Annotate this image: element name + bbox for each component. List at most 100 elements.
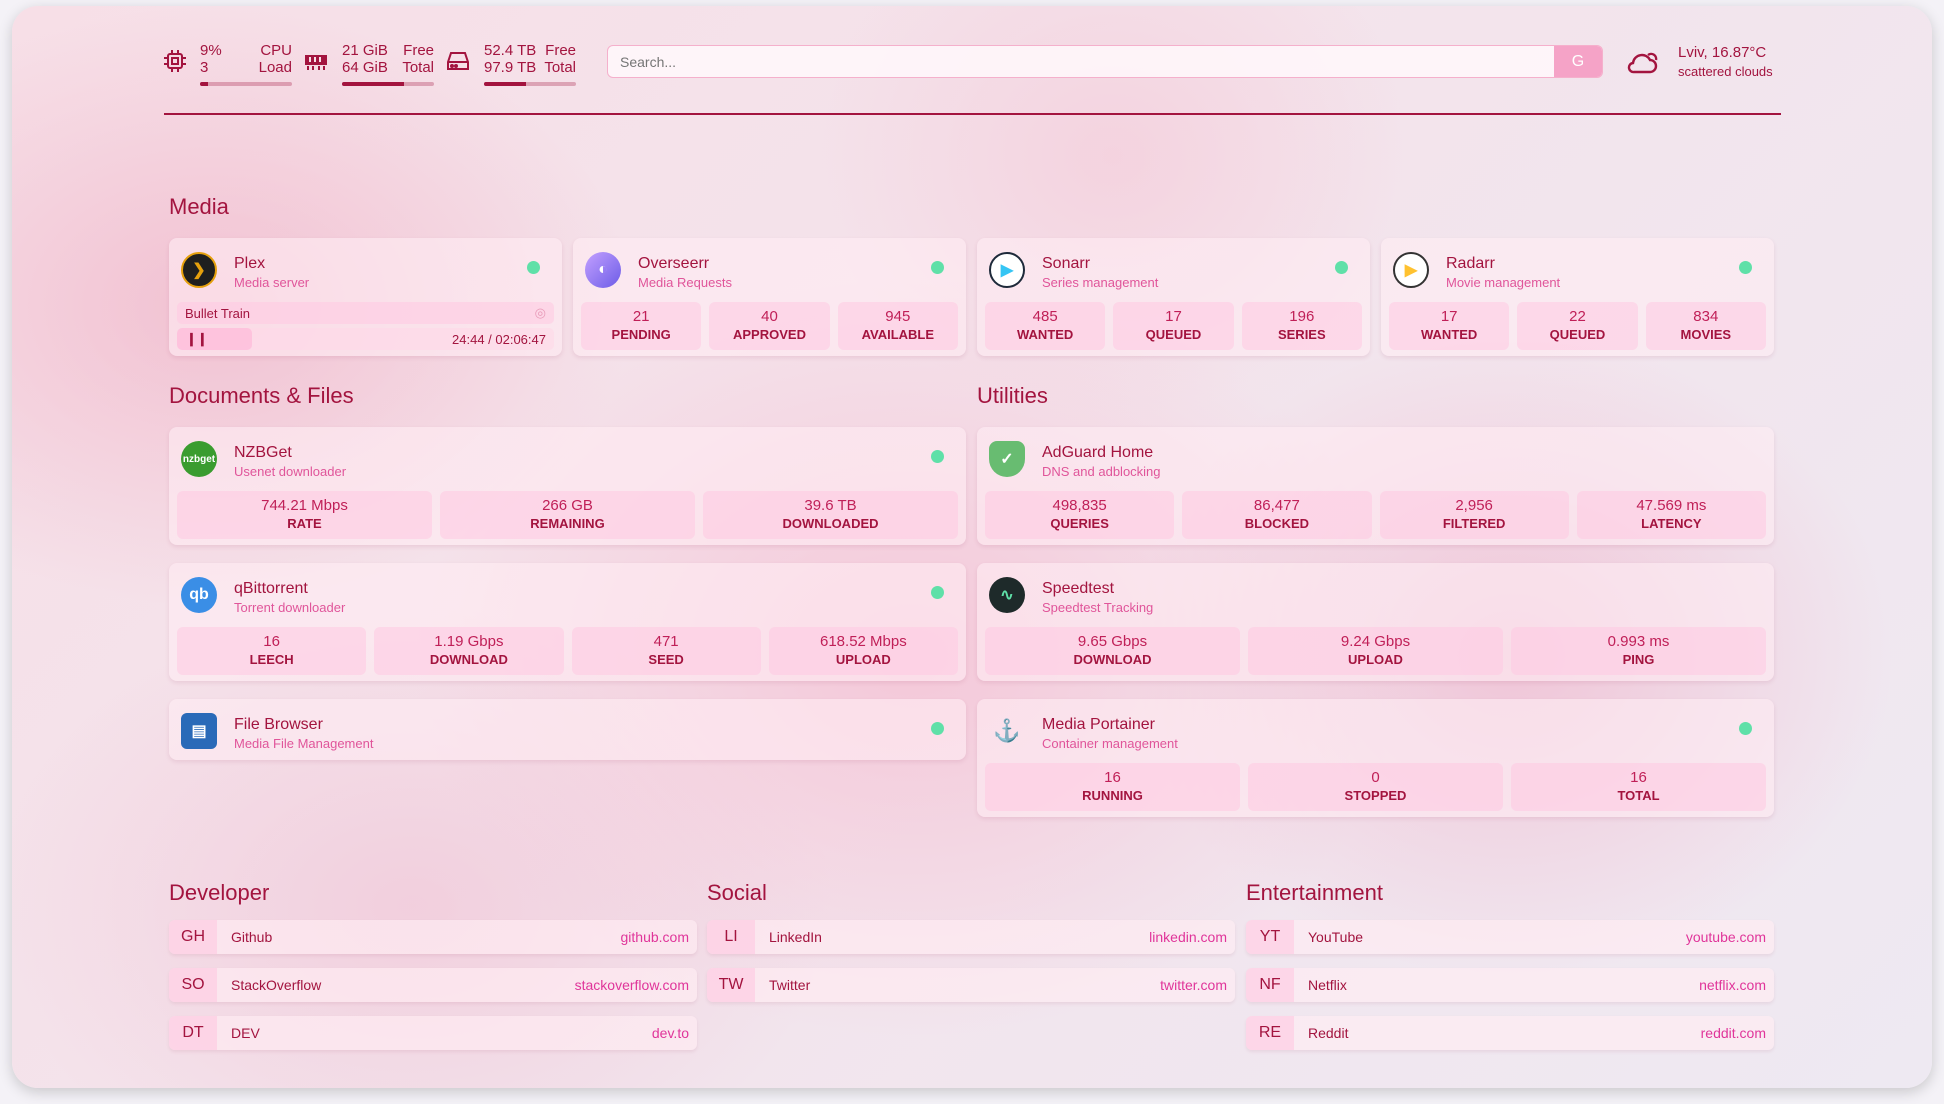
bookmark-dev[interactable]: DT DEV dev.to <box>169 1016 697 1050</box>
stat-block: 40 APPROVED <box>709 302 830 350</box>
stat-value: 40 <box>761 308 778 325</box>
bookmark-linkedin[interactable]: LI LinkedIn linkedin.com <box>707 920 1235 954</box>
cpu-icon <box>162 48 188 74</box>
service-title: Speedtest <box>1042 580 1115 597</box>
stat-label: PING <box>1622 652 1655 667</box>
weather-description: scattered clouds <box>1678 64 1773 79</box>
service-stats: 744.21 Mbps RATE 266 GB REMAINING 39.6 TB DOW… <box>177 491 958 539</box>
service-subtitle: Media File Management <box>234 736 374 751</box>
stat-label: DOWNLOAD <box>429 652 508 667</box>
stat-value: 9.65 Gbps <box>1077 633 1148 650</box>
stat-block: 1.19 Gbps DOWNLOAD <box>374 627 564 675</box>
video-icon: ◎ <box>534 305 546 320</box>
stat-label: UPLOAD <box>835 652 891 667</box>
speedtest-icon: ∿ <box>989 577 1025 613</box>
search-input[interactable] <box>608 46 1554 77</box>
stat-block: 618.52 Mbps UPLOAD <box>768 627 958 675</box>
service-card-filebrowser[interactable]: ▤ File Browser Media File Management <box>169 699 966 760</box>
service-subtitle: Torrent downloader <box>234 600 346 615</box>
cpu-bar <box>200 82 292 86</box>
stat-block: 16 LEECH <box>177 627 367 675</box>
stat-block: 22 QUEUED <box>1517 302 1638 350</box>
bookmark-url[interactable]: dev.to <box>651 1025 689 1041</box>
service-card-nzbget[interactable]: nzbget NZBGet Usenet downloader 744.21 M… <box>169 427 966 545</box>
stat-block: 0 STOPPED <box>1248 763 1503 811</box>
bookmark-netflix[interactable]: NF Netflix netflix.com <box>1246 968 1774 1002</box>
stat-label: QUEUED <box>1549 327 1606 342</box>
bookmark-abbr: NF <box>1246 968 1294 1002</box>
service-subtitle: Media Requests <box>638 275 732 290</box>
stat-value: 2,956 <box>1455 497 1493 514</box>
service-card-portainer[interactable]: ⚓ Media Portainer Container management 1… <box>977 699 1774 817</box>
service-card-speedtest[interactable]: ∿ Speedtest Speedtest Tracking 9.65 Gbps… <box>977 563 1774 681</box>
stat-block: 485 WANTED <box>985 302 1106 350</box>
playback-time: 24:44 / 02:06:47 <box>452 332 546 347</box>
bookmark-name: YouTube <box>1308 929 1364 945</box>
stat-label: LATENCY <box>1641 516 1702 531</box>
section-heading-developer: Developer <box>169 880 270 905</box>
header-divider <box>164 113 1781 115</box>
stat-value: 744.21 Mbps <box>261 497 348 514</box>
bookmark-url[interactable]: github.com <box>620 929 689 945</box>
bookmark-name: DEV <box>231 1025 260 1041</box>
sonarr-icon: ▶ <box>989 252 1025 288</box>
weather-widget[interactable]: Lviv, 16.87°C scattered clouds <box>1678 44 1773 79</box>
stat-block: 17 QUEUED <box>1113 302 1234 350</box>
service-card-sonarr[interactable]: ▶ Sonarr Series management 485 WANTED 17 QU… <box>977 238 1370 356</box>
bookmark-url[interactable]: linkedin.com <box>1149 929 1227 945</box>
memory-icon <box>304 50 328 77</box>
service-card-qbittorrent[interactable]: qb qBittorrent Torrent downloader 16 LEEC… <box>169 563 966 681</box>
disk-total-value: 97.9 TB <box>484 59 537 76</box>
cpu-value: 9% <box>200 42 222 59</box>
service-card-adguard[interactable]: ✓ AdGuard Home DNS and adblocking 498,83… <box>977 427 1774 545</box>
bookmark-twitter[interactable]: TW Twitter twitter.com <box>707 968 1235 1002</box>
stat-value: 16 <box>1630 769 1647 786</box>
service-title: Plex <box>234 255 266 272</box>
now-playing-title-bar: Bullet Train ◎ <box>177 302 554 324</box>
service-title: Media Portainer <box>1042 716 1155 733</box>
bookmark-youtube[interactable]: YT YouTube youtube.com <box>1246 920 1774 954</box>
stat-label: UPLOAD <box>1348 652 1403 667</box>
status-dot <box>931 450 944 463</box>
stat-block: 9.65 Gbps DOWNLOAD <box>985 627 1240 675</box>
stat-label: SEED <box>648 652 684 667</box>
bookmark-abbr: GH <box>169 920 217 954</box>
status-dot <box>931 586 944 599</box>
overseerr-icon: ◐ <box>585 252 621 288</box>
section-heading-social: Social <box>707 880 767 905</box>
service-card-radarr[interactable]: ▶ Radarr Movie management 17 WANTED 22 QUEU… <box>1381 238 1774 356</box>
playback-progress[interactable]: ❙❙ 24:44 / 02:06:47 <box>177 328 554 350</box>
service-card-overseerr[interactable]: ◐ Overseerr Media Requests 21 PENDING 40 AP… <box>573 238 966 356</box>
status-dot <box>1739 722 1752 735</box>
bookmark-name: Netflix <box>1308 977 1347 993</box>
stat-value: 17 <box>1440 308 1458 325</box>
service-card-plex[interactable]: ❯ Plex Media server Bullet Train ◎ ❙❙ 24… <box>169 238 562 356</box>
stat-label: RUNNING <box>1082 788 1143 803</box>
bookmark-github[interactable]: GH Github github.com <box>169 920 697 954</box>
memory-bar <box>342 82 434 86</box>
memory-free-value: 21 GiB <box>342 42 388 59</box>
bookmark-url[interactable]: reddit.com <box>1700 1025 1766 1041</box>
bookmark-url[interactable]: stackoverflow.com <box>574 977 689 993</box>
stat-value: 21 <box>632 308 650 325</box>
bookmark-url[interactable]: youtube.com <box>1685 929 1766 945</box>
status-dot <box>931 261 944 274</box>
bookmark-url[interactable]: twitter.com <box>1160 977 1227 993</box>
bookmark-reddit[interactable]: RE Reddit reddit.com <box>1246 1016 1774 1050</box>
disk-total-label: Total <box>544 59 576 76</box>
bookmark-stackoverflow[interactable]: SO StackOverflow stackoverflow.com <box>169 968 697 1002</box>
service-stats: 17 WANTED 22 QUEUED 834 MOVIES <box>1389 302 1766 350</box>
bookmark-name: StackOverflow <box>231 977 322 993</box>
stat-label: TOTAL <box>1617 788 1660 803</box>
bookmark-url[interactable]: netflix.com <box>1699 977 1766 993</box>
pause-icon[interactable]: ❙❙ <box>186 331 208 346</box>
stat-value: 47.569 ms <box>1636 497 1707 514</box>
stat-label: LEECH <box>249 652 294 667</box>
cloud-icon <box>1626 48 1660 81</box>
search-provider-button[interactable]: G <box>1554 46 1602 77</box>
stat-value: 498,835 <box>1052 497 1107 514</box>
stat-label: BLOCKED <box>1244 516 1310 531</box>
stat-block: 39.6 TB DOWNLOADED <box>703 491 958 539</box>
adguard-shield-icon: ✓ <box>989 441 1025 477</box>
memory-total-label: Total <box>402 59 434 76</box>
